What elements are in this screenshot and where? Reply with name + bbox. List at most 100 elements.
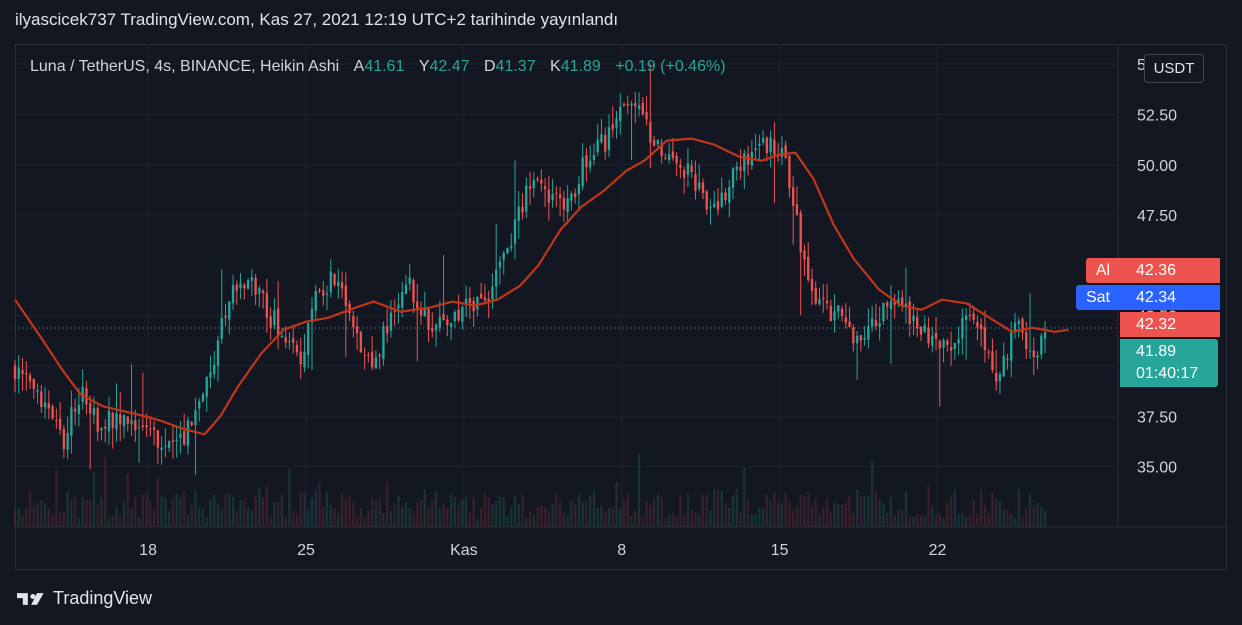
candle-body — [555, 193, 558, 195]
volume-bar — [62, 511, 66, 527]
candle-body — [370, 352, 374, 368]
candle-body — [513, 219, 517, 244]
candle-body — [675, 155, 678, 164]
candle-body — [1036, 355, 1039, 358]
candle-body — [258, 288, 261, 294]
time-tick-label: 8 — [617, 542, 626, 559]
volume-bar — [378, 498, 381, 527]
candle-body — [506, 248, 509, 254]
currency-button[interactable]: USDT — [1144, 54, 1204, 83]
candle-body — [758, 143, 761, 146]
volume-bar — [934, 514, 938, 527]
volume-bar — [164, 497, 167, 527]
volume-bar — [852, 513, 855, 527]
volume-bar — [543, 507, 547, 527]
volume-bar — [115, 507, 118, 527]
candle-body — [348, 303, 351, 314]
candle-body — [292, 338, 295, 343]
volume-bar — [220, 509, 223, 527]
chart-legend: Luna / TetherUS, 4s, BINANCE, Heikin Ash… — [30, 58, 726, 76]
candle-body — [416, 301, 419, 310]
candle-body — [581, 157, 584, 187]
volume-bar — [100, 497, 103, 527]
volume-bar — [43, 503, 47, 527]
volume-bar — [562, 512, 566, 527]
volume-bar — [949, 496, 953, 527]
volume-bar — [863, 495, 866, 527]
volume-bar — [889, 496, 893, 527]
candle-body — [73, 408, 77, 412]
volume-bar — [983, 504, 987, 527]
volume-bar — [152, 509, 156, 527]
volume-bar — [882, 503, 885, 527]
volume-bar — [652, 498, 656, 527]
volume-bar — [370, 497, 374, 527]
volume-bar — [340, 493, 344, 527]
candle-body — [337, 281, 340, 287]
volume-bar — [698, 514, 701, 527]
candle-body — [115, 412, 118, 430]
volume-bar — [998, 501, 1002, 527]
volume-bar — [303, 493, 306, 527]
candle-body — [957, 338, 960, 344]
price-tick-label: 52.50 — [1137, 107, 1177, 124]
volume-bar — [243, 499, 246, 527]
volume-bar — [66, 491, 69, 527]
legend-change: +0.19 (+0.46%) — [615, 58, 726, 75]
volume-bar — [679, 495, 682, 527]
candle-body — [32, 379, 35, 389]
legend-low: 41.37 — [495, 58, 536, 75]
candle-body — [562, 197, 566, 210]
moving-average-line — [14, 137, 1069, 436]
candle-body — [231, 284, 235, 304]
volume-bar — [216, 504, 220, 527]
candle-body — [558, 194, 562, 199]
volume-bar — [231, 496, 235, 527]
volume-bar — [21, 515, 24, 527]
candle-body — [735, 166, 738, 171]
volume-bar — [276, 501, 280, 527]
volume-bar — [506, 515, 509, 527]
candle-body — [664, 157, 667, 159]
candle-body — [100, 427, 103, 431]
volume-bar — [694, 512, 697, 527]
candle-body — [671, 151, 675, 158]
volume-bar — [70, 498, 73, 527]
volume-bar — [318, 481, 321, 527]
volume-bar — [457, 505, 460, 527]
volume-bar — [198, 506, 201, 527]
time-tick-label: Kas — [450, 542, 478, 559]
candle-body — [246, 280, 250, 289]
volume-bar — [28, 490, 32, 527]
candle-body — [284, 337, 287, 343]
candle-body — [412, 280, 415, 303]
candle-body — [235, 284, 238, 291]
candle-body — [126, 416, 129, 424]
volume-bar — [81, 497, 84, 527]
candle-body — [152, 427, 156, 430]
candle-body — [953, 343, 957, 350]
candle-body — [322, 290, 325, 296]
candle-body — [397, 304, 400, 309]
time-tick-label: 22 — [929, 542, 947, 559]
volume-bar — [521, 494, 524, 527]
bid-price-tag: 42.34 — [1120, 285, 1220, 310]
volume-bar — [453, 497, 457, 527]
volume-bar — [183, 490, 186, 527]
volume-bar — [491, 504, 494, 527]
candle-body — [882, 302, 885, 322]
volume-bar — [314, 489, 317, 527]
candle-body — [495, 269, 498, 287]
volume-bar — [408, 507, 411, 527]
candle-body — [40, 391, 43, 407]
volume-bar — [464, 497, 468, 527]
volume-bar — [833, 501, 836, 527]
candle-body — [893, 301, 896, 305]
candle-body — [619, 106, 622, 122]
candle-body — [141, 425, 144, 427]
volume-bar — [401, 507, 404, 527]
time-tick-label: 25 — [297, 542, 315, 559]
candle-body — [502, 252, 505, 260]
volume-bar — [532, 515, 535, 527]
